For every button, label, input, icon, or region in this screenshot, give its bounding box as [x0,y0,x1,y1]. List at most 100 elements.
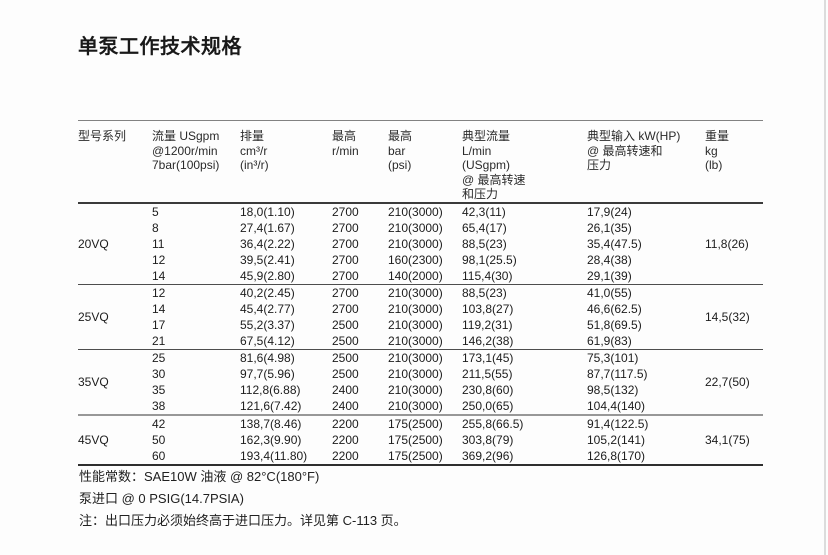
table-cell: 2200 [332,432,359,447]
table-cell: 210(3000) [388,366,443,381]
table-cell: 35,4(47.5) [587,236,642,251]
table-cell: 25 [152,350,166,365]
column-header-7: 典型输入 kW(HP) @ 最高转速和 压力 [587,120,705,204]
weight-cell: 34,1(75) [705,432,750,447]
table-cell: 98,1(25.5) [462,252,517,267]
table-row: 21 67,5(4.12) 2500 210(3000) 146,2(38) 61,9(8… [78,333,763,350]
table-cell: 175(2500) [388,416,443,431]
table-cell: 2700 [332,236,359,251]
table-cell: 12 [152,252,166,267]
table-cell: 27,4(1.67) [240,220,295,235]
table-row: 14 45,4(2.77) 2700 210(3000) 103,8(27) 46,6(6… [78,301,763,317]
page-edge-line [824,0,826,555]
table-cell: 91,4(122.5) [587,416,649,431]
table-cell: 38 [152,398,166,413]
table-cell: 5 [152,204,159,219]
table-cell: 39,5(2.41) [240,252,295,267]
model-cell: 25VQ [78,309,109,324]
table-cell: 146,2(38) [462,333,514,348]
column-header-5: 最高 bar (psi) [388,120,462,204]
table-cell: 60 [152,448,166,463]
table-row: 50 162,3(9.90) 2200 175(2500) 303,8(79) 105,2… [78,432,763,448]
table-row: 25VQ 12 40,2(2.45) 2700 210(3000) 88,5(23) 41,… [78,284,763,324]
table-cell: 14 [152,268,166,283]
table-cell: 12 [152,285,166,300]
group-20VQ: 20VQ 5 18,0(1.10) 2700 210(3000) 42,3(11) 17,9… [78,203,763,285]
table-cell: 2400 [332,398,359,413]
table-row: 35 112,8(6.88) 2400 210(3000) 230,8(60) 98,5(… [78,382,763,398]
table-cell: 162,3(9.90) [240,432,302,447]
table-cell: 230,8(60) [462,382,514,397]
table-cell: 121,6(7.42) [240,398,302,413]
table-cell: 35 [152,382,166,397]
table-cell: 2700 [332,285,359,300]
note-performance-constants: 性能常数：SAE10W 油液 @ 82°C(180°F) [79,469,320,484]
table-cell: 75,3(101) [587,350,639,365]
table-cell: 88,5(23) [462,236,507,251]
table-cell: 81,6(4.98) [240,350,295,365]
table-cell: 51,8(69.5) [587,317,642,332]
table-row: 14 45,9(2.80) 2700 140(2000) 115,4(30) 29,1(3… [78,268,763,285]
table-cell: 2700 [332,252,359,267]
table-cell: 210(3000) [388,301,443,316]
column-header-8: 重量 kg (lb) [705,120,763,204]
group-35VQ: 35VQ 25 81,6(4.98) 2500 210(3000) 173,1(45) 75… [78,349,763,415]
table-cell: 88,5(23) [462,285,507,300]
model-cell: 20VQ [78,236,109,251]
table-row: 35VQ 25 81,6(4.98) 2500 210(3000) 173,1(45) 75… [78,349,763,389]
table-row: 17 55,2(3.37) 2500 210(3000) 119,2(31) 51,8(6… [78,317,763,333]
table-cell: 61,9(83) [587,333,632,348]
table-cell: 210(3000) [388,204,443,219]
column-header-3: 排量 cm³/r (in³/r) [240,120,332,204]
column-header-4: 最高 r/min [332,120,388,204]
table-cell: 210(3000) [388,333,443,348]
table-row: 60 193,4(11.80) 2200 175(2500) 369,2(96) 126,… [78,448,763,465]
table-cell: 14 [152,301,166,316]
table-cell: 2500 [332,350,359,365]
table-cell: 2200 [332,448,359,463]
column-header-6: 典型流量 L/min (USgpm) @ 最高转速 和压力 [462,120,587,204]
table-cell: 45,9(2.80) [240,268,295,283]
table-cell: 2500 [332,366,359,381]
table-cell: 2700 [332,268,359,283]
table-row: 38 121,6(7.42) 2400 210(3000) 250,0(65) 104,4… [78,398,763,415]
column-header-1: 型号系列 [78,120,152,204]
table-cell: 255,8(66.5) [462,416,524,431]
table-row: 11 36,4(2.22) 2700 210(3000) 88,5(23) 35,4(47… [78,236,763,252]
table-cell: 210(3000) [388,350,443,365]
table-row: 12 39,5(2.41) 2700 160(2300) 98,1(25.5) 28,4(… [78,252,763,268]
table-cell: 210(3000) [388,398,443,413]
table-cell: 119,2(31) [462,317,513,332]
table-cell: 303,8(79) [462,432,514,447]
table-cell: 46,6(62.5) [587,301,642,316]
table-row: 45VQ 42 138,7(8.46) 2200 175(2500) 255,8(66.5… [78,415,763,447]
page-title: 单泵工作技术规格 [78,36,242,58]
table-cell: 126,8(170) [587,448,646,463]
table-cell: 175(2500) [388,432,443,447]
table-row: 30 97,7(5.96) 2500 210(3000) 211,5(55) 87,7(1… [78,366,763,382]
header-row: 型号系列 流量 USgpm @1200r/min 7bar(100psi) 排量 c… [78,120,763,204]
model-cell: 45VQ [78,432,109,447]
table-cell: 210(3000) [388,382,443,397]
table-cell: 50 [152,432,166,447]
table-cell: 160(2300) [388,252,443,267]
column-header-2: 流量 USgpm @1200r/min 7bar(100psi) [152,120,240,204]
model-cell: 35VQ [78,374,109,389]
table-cell: 21 [152,333,166,348]
table-cell: 193,4(11.80) [240,448,308,463]
table-cell: 175(2500) [388,448,443,463]
table-cell: 97,7(5.96) [240,366,295,381]
table-cell: 11 [152,236,165,251]
table-cell: 211,5(55) [462,366,513,381]
table-cell: 18,0(1.10) [240,204,295,219]
table-cell: 2700 [332,204,359,219]
weight-cell: 22,7(50) [705,374,750,389]
table-cell: 210(3000) [388,285,443,300]
table-cell: 2200 [332,416,359,431]
table-cell: 30 [152,366,166,381]
group-45VQ: 45VQ 42 138,7(8.46) 2200 175(2500) 255,8(66.5… [78,414,763,465]
table-cell: 17,9(24) [587,204,632,219]
table-cell: 42,3(11) [462,204,506,219]
table-cell: 41,0(55) [587,285,632,300]
table-cell: 87,7(117.5) [587,366,648,381]
